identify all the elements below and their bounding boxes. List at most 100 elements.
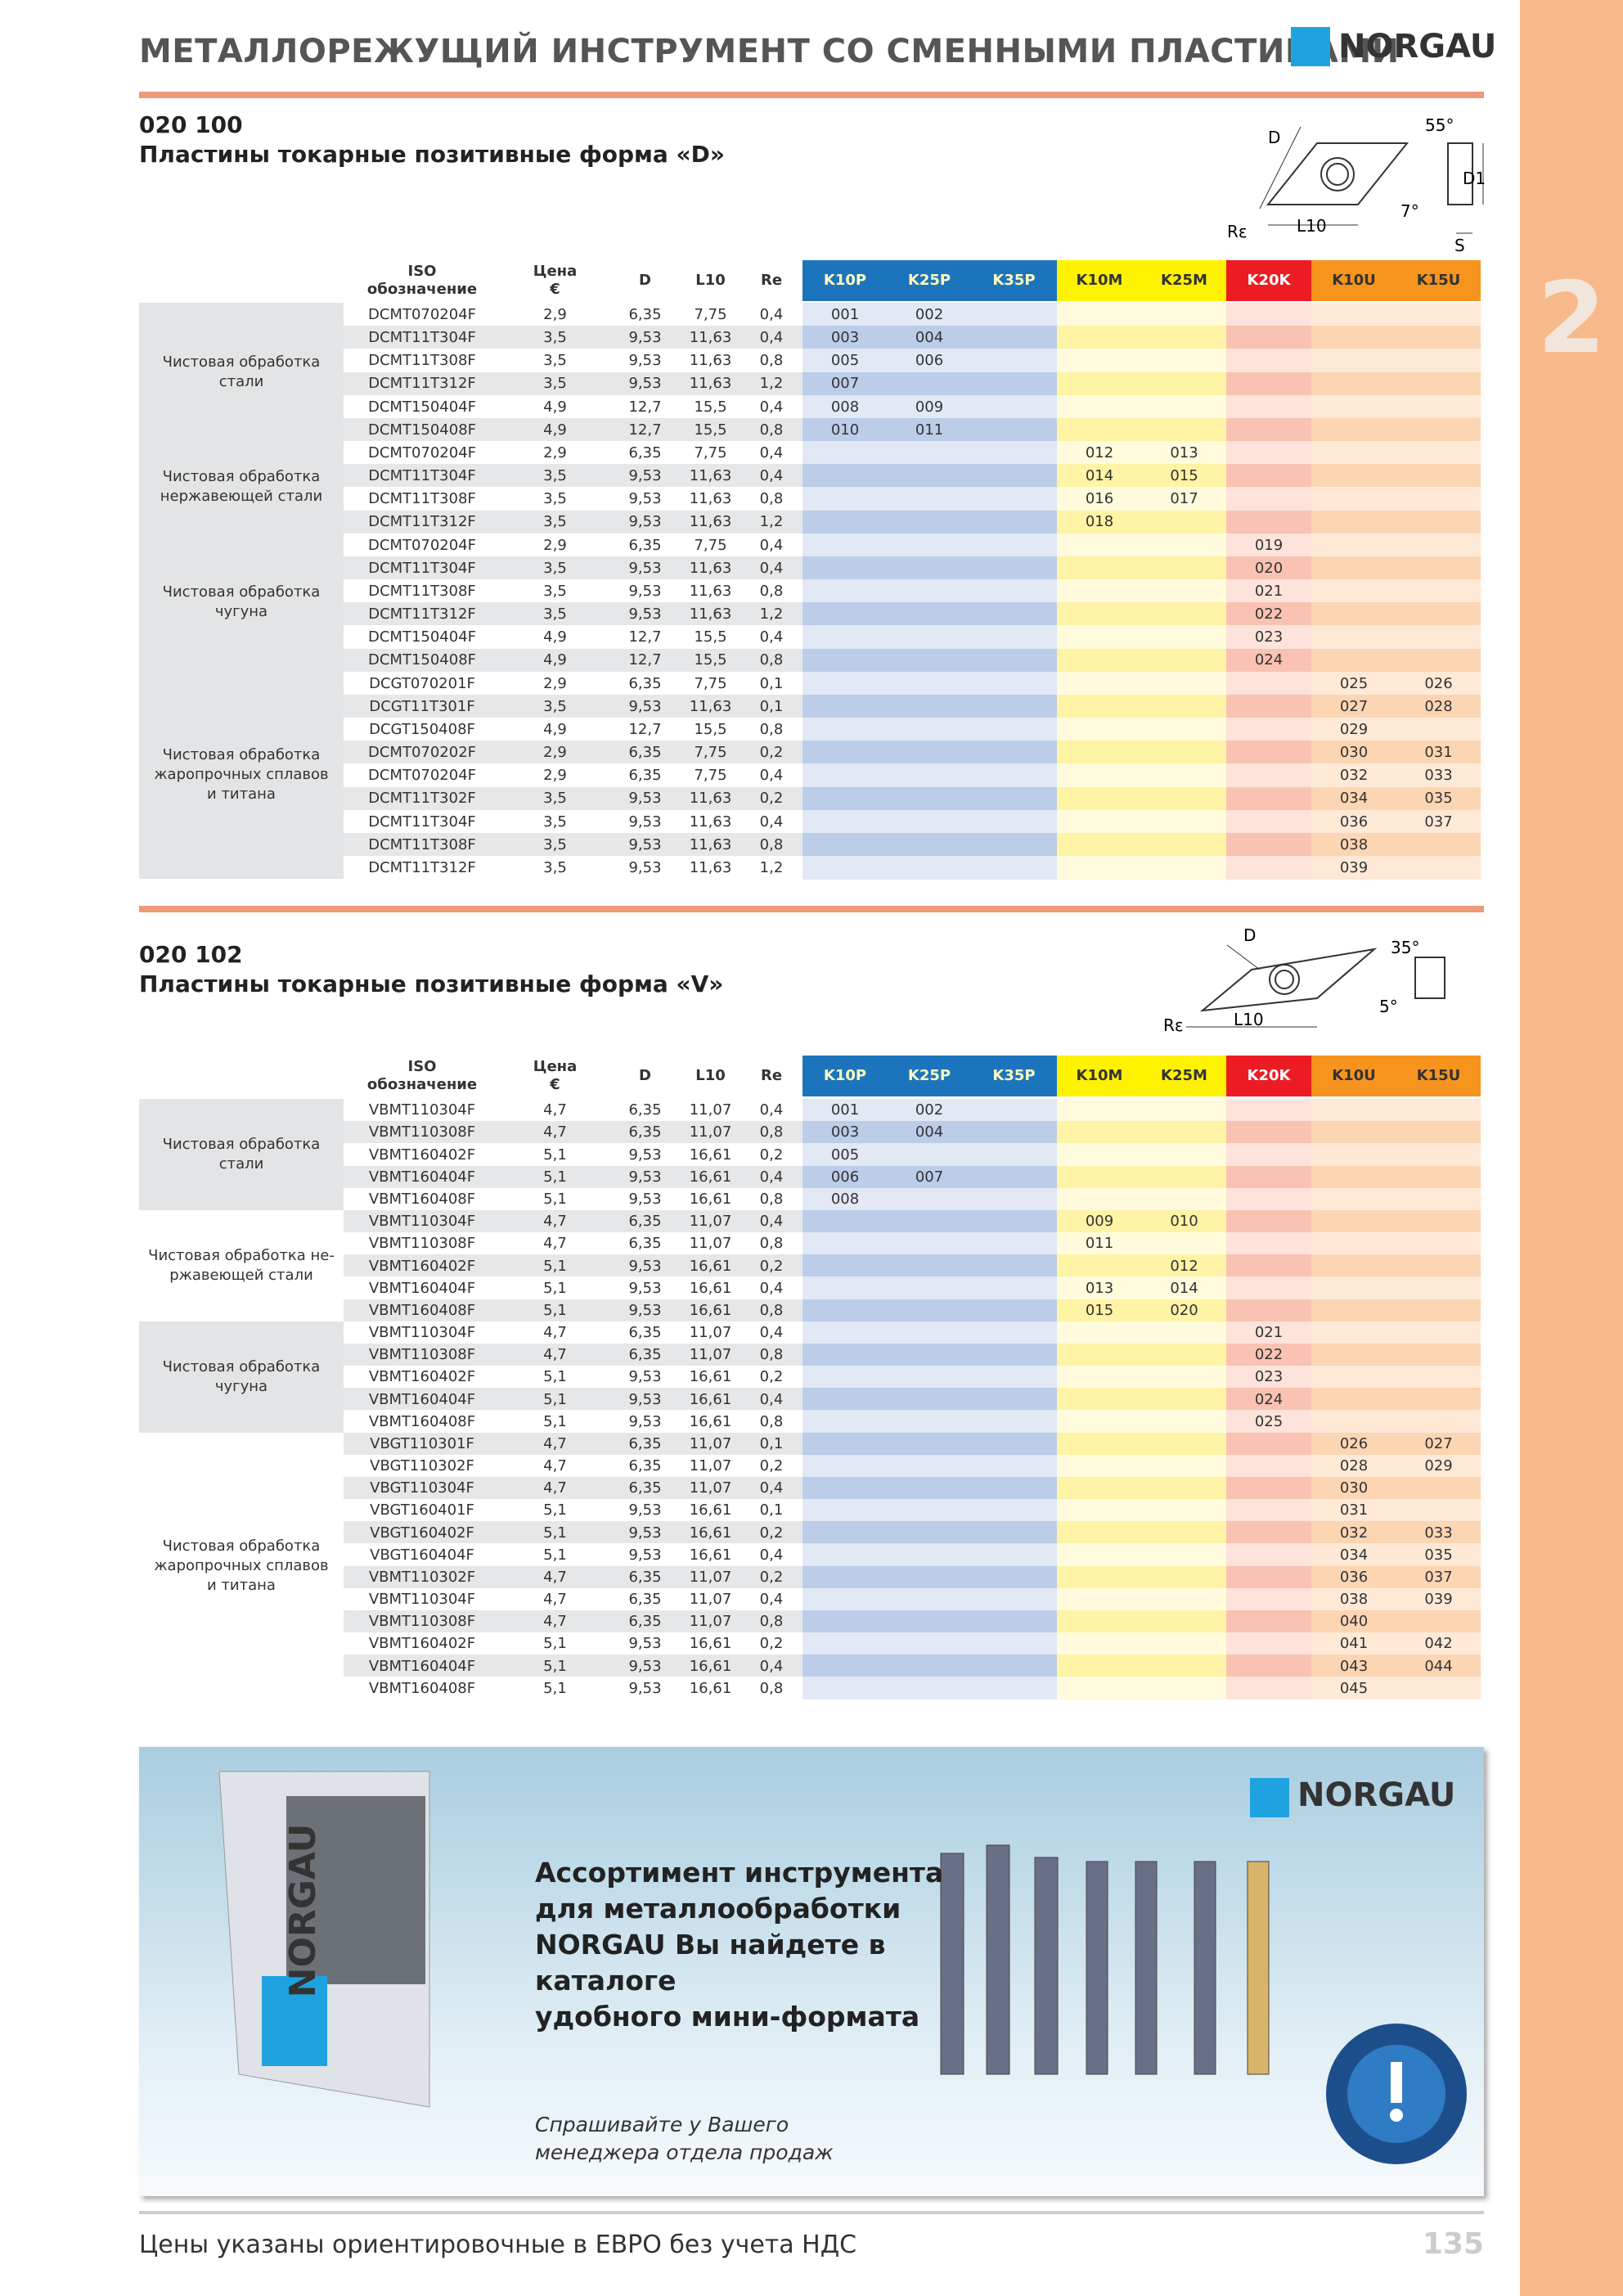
table-cell: 11,07 [681, 1587, 740, 1611]
table-cell [971, 832, 1057, 857]
table-cell: 11,63 [681, 510, 740, 534]
table-cell [888, 809, 971, 834]
table-cell: 035 [1396, 786, 1481, 811]
table-cell: 4,9 [501, 718, 609, 741]
table-cell [1142, 303, 1226, 326]
table-cell: VBMT160404F [344, 1654, 501, 1677]
table-cell [971, 1654, 1057, 1677]
table-cell: 0,8 [740, 1121, 803, 1144]
table-cell [971, 856, 1057, 880]
table-cell [1142, 326, 1226, 349]
table-cell [1396, 856, 1481, 880]
table-cell [1142, 1432, 1226, 1456]
table-cell [971, 1187, 1057, 1211]
table-cell [1142, 1609, 1226, 1633]
table-cell [888, 1543, 971, 1567]
table-cell [1226, 1187, 1311, 1211]
table-cell [1057, 694, 1142, 718]
table-cell [1057, 1388, 1142, 1411]
table-cell: DCMT11T308F [344, 579, 501, 603]
table-cell [1142, 1410, 1226, 1434]
table-cell: 0,2 [740, 1143, 803, 1166]
table-cell [1311, 417, 1396, 442]
table-cell [1396, 441, 1481, 465]
table-cell: 0,4 [740, 625, 803, 650]
table-cell: 3,5 [501, 809, 609, 834]
table-cell [1396, 533, 1481, 557]
table-cell: 9,53 [609, 1254, 681, 1277]
table-cell [1057, 1543, 1142, 1567]
table-cell: 004 [888, 326, 971, 349]
table-cell: 039 [1396, 1587, 1481, 1611]
header-line: K10M [1076, 1067, 1123, 1084]
table-cell [971, 648, 1057, 673]
group-label: Чистовая обработка жаропрочных сплавов и т… [139, 1432, 344, 1699]
table-cell: 013 [1057, 1276, 1142, 1300]
table-cell: 040 [1311, 1609, 1396, 1633]
table-cell [803, 579, 888, 603]
table-cell [1057, 1454, 1142, 1478]
table-cell: VBMT160402F [344, 1632, 501, 1655]
table-cell [1142, 1632, 1226, 1655]
text-line: каталоге [535, 1965, 677, 1997]
table-cell: VBMT110308F [344, 1343, 501, 1366]
table-cell [1142, 371, 1226, 396]
table-cell: 16,61 [681, 1521, 740, 1544]
table-cell [1142, 1677, 1226, 1700]
table-cell: 3,5 [501, 856, 609, 880]
table-cell [1311, 1165, 1396, 1189]
table-cell [888, 1366, 971, 1389]
header-line: € [550, 1076, 560, 1093]
table-cell: 0,8 [740, 1187, 803, 1211]
table-cell [888, 1254, 971, 1277]
table-cell [803, 1476, 888, 1500]
table-cell: 9,53 [609, 1366, 681, 1389]
table-cell: 6,35 [609, 1099, 681, 1122]
table-cell [1142, 1499, 1226, 1522]
logo-square [1291, 27, 1330, 66]
table-cell: 4,7 [501, 1099, 609, 1122]
table-cell: 11,07 [681, 1476, 740, 1500]
table-cell [1311, 1187, 1396, 1211]
table-cell: 3,5 [501, 487, 609, 511]
table-cell [1396, 1121, 1481, 1144]
text-line: Ассортимент инструмента [535, 1857, 944, 1889]
label-line: ржавеющей стали [169, 1266, 313, 1284]
table-cell: 5,1 [501, 1187, 609, 1211]
insert-diagram: D 35° 5° Rε L10 [1163, 925, 1445, 1035]
table-cell: 007 [803, 371, 888, 396]
table-cell: 0,2 [740, 1521, 803, 1544]
table-cell: 6,35 [609, 1609, 681, 1633]
table-cell [1396, 832, 1481, 857]
table-cell: 1,2 [740, 510, 803, 534]
table-cell: VBMT110308F [344, 1232, 501, 1255]
table-cell [803, 1521, 888, 1544]
table-cell [1226, 1521, 1311, 1544]
table-cell [1057, 1254, 1142, 1277]
table-cell: DCMT070202F [344, 741, 501, 764]
table-cell [1142, 1232, 1226, 1255]
table-cell: 016 [1057, 487, 1142, 511]
table-cell: DCMT11T308F [344, 349, 501, 372]
table-cell: 021 [1226, 1321, 1311, 1344]
table-cell [888, 786, 971, 811]
header-line: K25P [907, 1067, 951, 1084]
table-cell: 3,5 [501, 602, 609, 626]
group-label: Чистовая обработка нержавеющей стали [139, 441, 344, 533]
table-cell: DCMT070204F [344, 763, 501, 788]
table-cell [1142, 1321, 1226, 1344]
table-cell [1142, 786, 1226, 811]
table-cell: 023 [1226, 1366, 1311, 1389]
table-cell [1142, 1121, 1226, 1144]
label-line: Чистовая обработка не- [148, 1246, 335, 1264]
table-cell: 7,75 [681, 441, 740, 465]
table-cell [1226, 856, 1311, 880]
table-cell [971, 763, 1057, 788]
table-cell [1057, 1121, 1142, 1144]
table-cell [971, 1521, 1057, 1544]
logo: NORGAU [1338, 28, 1497, 65]
table-cell: 0,4 [740, 809, 803, 834]
table-cell: 4,7 [501, 1232, 609, 1255]
table-cell: 015 [1057, 1299, 1142, 1322]
header-line: K35P [992, 1067, 1036, 1084]
